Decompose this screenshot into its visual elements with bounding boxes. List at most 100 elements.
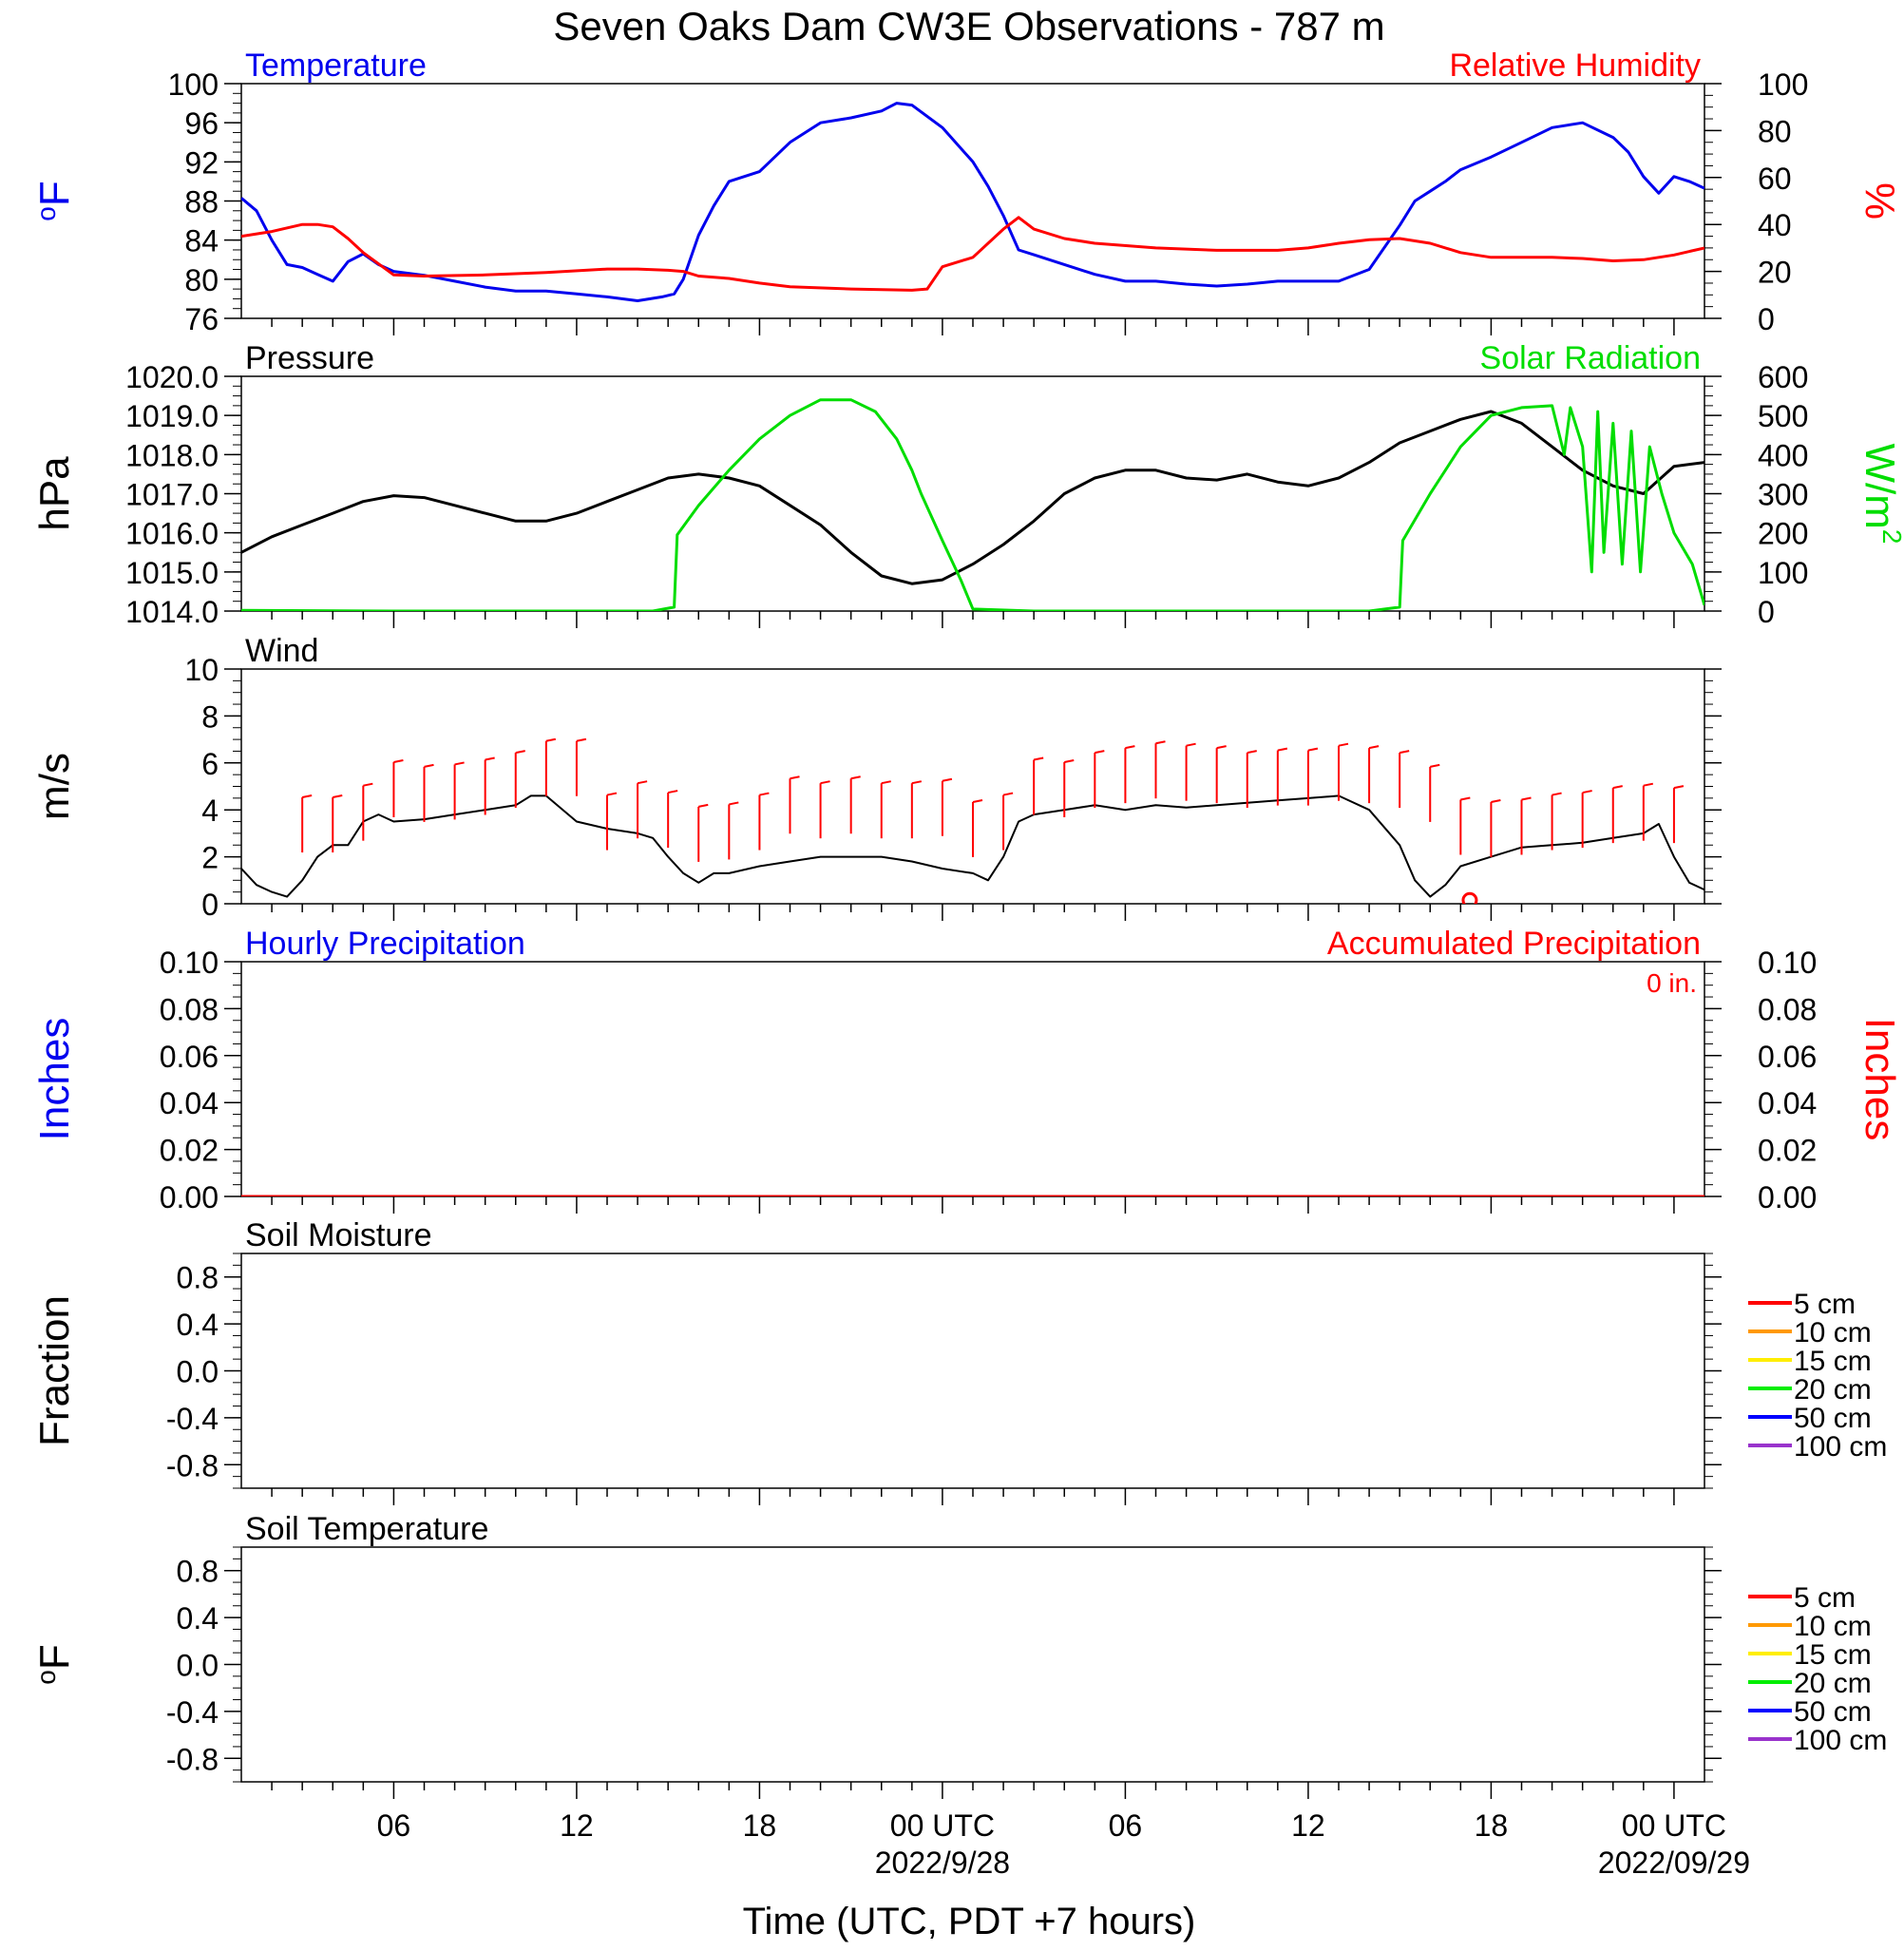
wind-barb-flag [667, 790, 678, 794]
wind-barb-flag [515, 750, 525, 755]
panel-title-left: Hourly Precipitation [245, 926, 525, 962]
y-tick-label-right: 40 [1758, 208, 1792, 242]
panel-title-left: Soil Moisture [245, 1217, 432, 1253]
legend-label: 20 cm [1794, 1668, 1872, 1699]
x-tick-label: 18 [1475, 1808, 1509, 1843]
y-tick-label-right: 0.04 [1758, 1086, 1817, 1120]
unit-base: W/m [1856, 444, 1903, 529]
wind-barb-flag [333, 794, 343, 799]
panel-title-left: Pressure [245, 340, 374, 376]
y-tick-label-left: 88 [184, 185, 219, 220]
y-tick-label-left: 0.08 [160, 992, 219, 1026]
wind-barb-flag [485, 756, 495, 761]
y-tick-label-left: 1014.0 [125, 595, 219, 629]
y-tick-label-left: 80 [184, 263, 219, 297]
x-tick-label: 00 UTC [890, 1808, 995, 1843]
wind-barb-flag [1033, 756, 1044, 761]
panel-temperature-humidity: 100 96 92 88 84 80 76 100 80 60 40 20 0 Temperature Re… [31, 48, 1903, 336]
wind-barb-flag [1673, 785, 1685, 790]
legend-label: 20 cm [1794, 1374, 1872, 1406]
y-tick-label-right: 300 [1758, 478, 1808, 512]
panel-precipitation: 0.10 0.08 0.06 0.04 0.02 0.00 0.10 0.08 0.06 0.04… [31, 926, 1903, 1215]
panel-frame [240, 1546, 1705, 1783]
series-temperature [241, 102, 1704, 302]
wind-barb-flag [1643, 782, 1654, 787]
y-tick-label-left: 84 [184, 224, 219, 258]
legend-label: 100 cm [1794, 1431, 1887, 1463]
x-tick-label: 06 [1109, 1808, 1143, 1843]
x-tick-label: 06 [377, 1808, 411, 1843]
y-tick-label-left: 0.04 [160, 1086, 219, 1120]
panel-soil-moisture: 0.8 0.4 0.0 -0.4 -0.8 Soil Moisture Fraction 5 … [31, 1217, 1887, 1505]
y-tick-label-right: 0 [1758, 595, 1775, 629]
y-tick-label-right: 0.00 [1758, 1180, 1817, 1215]
legend-label: 5 cm [1794, 1582, 1856, 1614]
series-solar-radiation [241, 398, 1704, 611]
y-tick-label-right: 400 [1758, 438, 1808, 472]
wind-barb-flag [1247, 750, 1257, 755]
panel-frame [240, 1253, 1705, 1489]
x-tick-label: 00 UTC [1622, 1808, 1726, 1843]
y-tick-label-left: -0.8 [166, 1448, 219, 1482]
panel-frame [240, 375, 1705, 612]
wind-barb-flag [576, 737, 587, 742]
y-axis-label-right: W/m2 [1856, 444, 1904, 545]
degree-symbol: o [31, 206, 61, 221]
legend-label: 50 cm [1794, 1403, 1872, 1434]
wind-barb-flag [759, 792, 770, 796]
panel-title-right: Accumulated Precipitation [1327, 926, 1701, 962]
wind-barb-flag [698, 803, 709, 808]
panel-title-left: Soil Temperature [245, 1511, 488, 1547]
wind-barb-flag [1155, 740, 1166, 745]
y-tick-label-left: 96 [184, 106, 219, 141]
y-tick-label-right: 20 [1758, 256, 1792, 290]
wind-barb-flag [424, 763, 434, 768]
panel-frame [240, 668, 1705, 905]
y-tick-label-left: 1018.0 [125, 438, 219, 472]
y-axis-label-right: % [1856, 182, 1903, 220]
wind-barb-flag [545, 737, 557, 742]
calm-wind-marker [1461, 891, 1478, 904]
y-tick-label-left: 76 [184, 302, 219, 336]
y-axis-label-left: oF [31, 181, 78, 220]
y-tick-label-right: 0.10 [1758, 946, 1817, 980]
y-axis-label-right: Inches [1856, 1018, 1903, 1141]
wind-barb-flag [1399, 750, 1410, 755]
y-tick-label-left: 1017.0 [125, 478, 219, 512]
wind-barb-flag [1002, 792, 1014, 796]
legend-label: 15 cm [1794, 1346, 1872, 1377]
y-tick-label-left: 92 [184, 145, 219, 180]
unit-exponent: 2 [1877, 529, 1904, 545]
series-relative-humidity [241, 216, 1704, 292]
wind-barb-flag [1430, 763, 1440, 768]
wind-barb-flag [454, 761, 465, 766]
y-tick-label-right: 0 [1758, 302, 1775, 336]
wind-barb-flag [393, 758, 404, 763]
panel-pressure-solar: 1020.0 1019.0 1018.0 1017.0 1016.0 1015.0 1014… [31, 340, 1904, 629]
wind-barb-flag [972, 798, 983, 803]
panel-title-left: Wind [245, 633, 318, 669]
panel-title-right: Relative Humidity [1449, 48, 1701, 84]
x-tick-label: 18 [743, 1808, 777, 1843]
legend-label: 100 cm [1794, 1725, 1887, 1756]
wind-barb-flag [1368, 745, 1380, 750]
y-axis-label-left: m/s [31, 753, 78, 820]
wind-barb-flag [1277, 747, 1288, 752]
y-tick-label-left: 0.0 [177, 1649, 219, 1683]
legend-label: 10 cm [1794, 1611, 1872, 1642]
wind-barb-flag [1064, 758, 1075, 763]
wind-barb-flag [1216, 745, 1227, 750]
wind-barb-flag [1612, 785, 1623, 790]
panel-data [241, 737, 1704, 904]
y-tick-label-left: 100 [168, 67, 219, 102]
wind-barb-flag [1095, 750, 1105, 755]
wind-barb-flag [790, 775, 800, 780]
wind-barb-flag [1491, 798, 1501, 803]
panel-data [241, 102, 1704, 302]
y-tick-label-right: 0.06 [1758, 1040, 1817, 1074]
wind-barb-flag [1460, 796, 1471, 801]
y-tick-label-left: 0.06 [160, 1040, 219, 1074]
